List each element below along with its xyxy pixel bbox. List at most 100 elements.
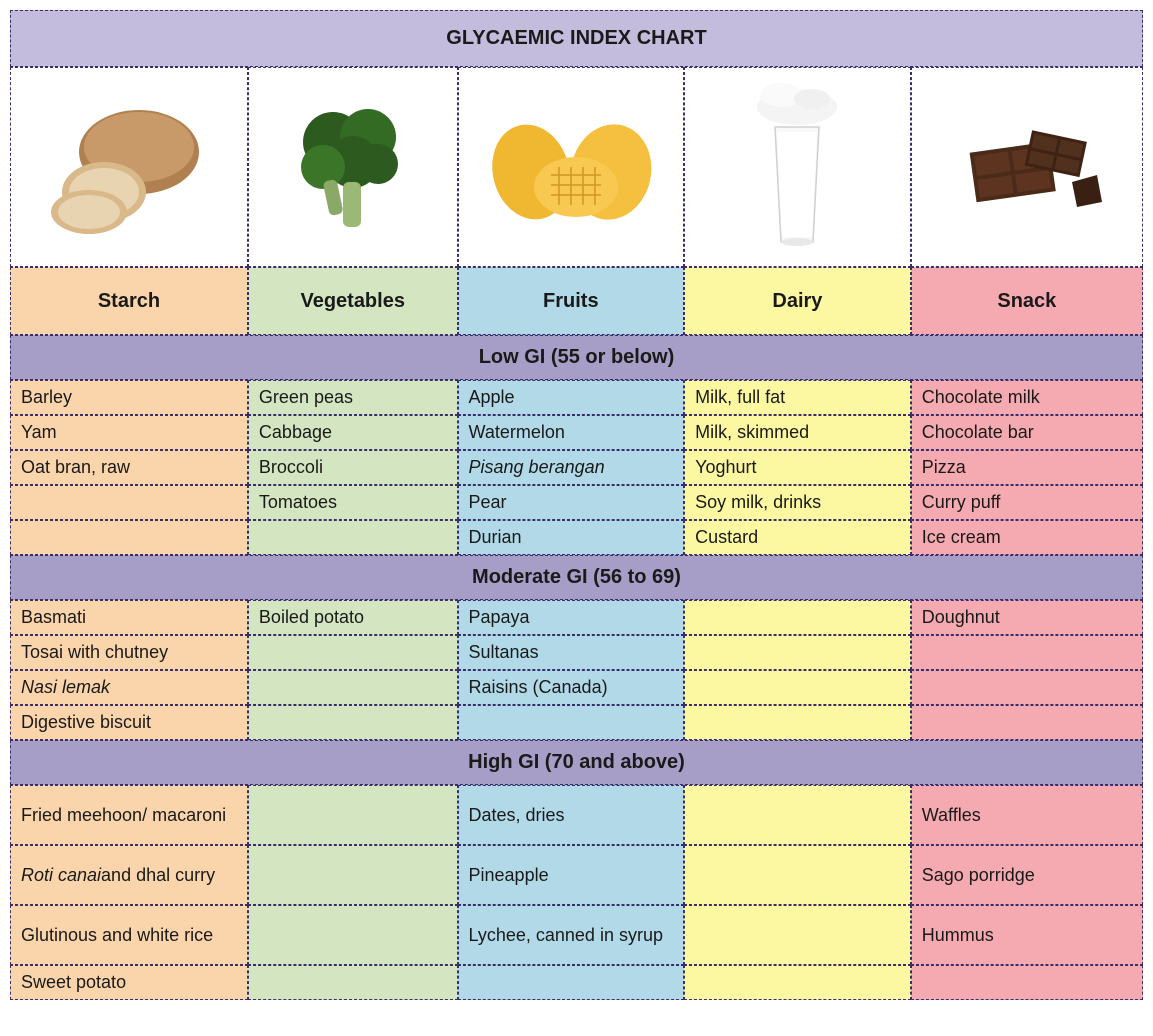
section-header: Moderate GI (56 to 69) [10,555,1143,600]
table-row: Fried meehoon/ macaroni Dates, dries Waffl… [10,785,1143,845]
cell-fruits: Sultanas [458,635,685,670]
cell-fruits: Pineapple [458,845,685,905]
cell-snack: Doughnut [911,600,1143,635]
table-row: Nasi lemak Raisins (Canada) [10,670,1143,705]
dairy-image [684,67,911,267]
cell-vegetables [248,520,458,555]
cell-dairy [684,965,911,1000]
glycaemic-index-chart: GLYCAEMIC INDEX CHART [10,10,1143,1000]
cell-fruits: Raisins (Canada) [458,670,685,705]
cell-starch: Oat bran, raw [10,450,248,485]
table-row: Oat bran, rawBroccoliPisang beranganYogh… [10,450,1143,485]
cell-fruits: Dates, dries [458,785,685,845]
cell-starch: Fried meehoon/ macaroni [10,785,248,845]
cell-fruits: Watermelon [458,415,685,450]
cell-snack: Ice cream [911,520,1143,555]
cell-vegetables [248,965,458,1000]
cell-fruits: Durian [458,520,685,555]
cell-dairy: Milk, skimmed [684,415,911,450]
cell-fruits [458,965,685,1000]
cell-vegetables: Green peas [248,380,458,415]
cell-dairy [684,785,911,845]
cell-starch: Roti canai and dhal curry [10,845,248,905]
cell-vegetables [248,785,458,845]
cell-starch: Glutinous and white rice [10,905,248,965]
vegetables-image [248,67,458,267]
cell-snack [911,670,1143,705]
cell-dairy [684,845,911,905]
cell-starch: Basmati [10,600,248,635]
table-row: TomatoesPearSoy milk, drinksCurry puff [10,485,1143,520]
cell-snack [911,635,1143,670]
cell-snack: Waffles [911,785,1143,845]
chocolate-icon [942,107,1112,227]
cell-dairy [684,670,911,705]
cell-vegetables [248,635,458,670]
cell-dairy [684,635,911,670]
cell-dairy: Soy milk, drinks [684,485,911,520]
cell-starch: Tosai with chutney [10,635,248,670]
snack-image [911,67,1143,267]
cell-dairy: Yoghurt [684,450,911,485]
category-header-dairy: Dairy [684,267,911,335]
table-row: BasmatiBoiled potatoPapaya Doughnut [10,600,1143,635]
cell-starch: Digestive biscuit [10,705,248,740]
category-images-row [10,67,1143,267]
sections-container: Low GI (55 or below)BarleyGreen peasAppl… [10,335,1143,1000]
cell-fruits: Papaya [458,600,685,635]
cell-fruits: Apple [458,380,685,415]
cell-snack: Sago porridge [911,845,1143,905]
cell-vegetables [248,705,458,740]
category-header-starch: Starch [10,267,248,335]
category-header-row: Starch Vegetables Fruits Dairy Snack [10,267,1143,335]
category-header-vegetables: Vegetables [248,267,458,335]
milk-icon [737,77,857,257]
starch-image [10,67,248,267]
cell-vegetables [248,845,458,905]
cell-dairy [684,905,911,965]
cell-fruits [458,705,685,740]
cell-snack [911,705,1143,740]
table-row: DurianCustardIce cream [10,520,1143,555]
table-row: Tosai with chutney Sultanas [10,635,1143,670]
cell-fruits: Pear [458,485,685,520]
broccoli-icon [278,92,428,242]
fruits-image [458,67,685,267]
cell-dairy: Milk, full fat [684,380,911,415]
cell-snack: Pizza [911,450,1143,485]
table-row: Roti canai and dhal curry Pineapple Sago p… [10,845,1143,905]
cell-starch: Yam [10,415,248,450]
cell-snack: Chocolate milk [911,380,1143,415]
bread-icon [44,97,214,237]
cell-snack: Curry puff [911,485,1143,520]
table-row: Glutinous and white rice Lychee, canned i… [10,905,1143,965]
cell-snack [911,965,1143,1000]
table-row: BarleyGreen peasAppleMilk, full fatChoco… [10,380,1143,415]
cell-starch: Nasi lemak [10,670,248,705]
cell-vegetables: Cabbage [248,415,458,450]
table-row: Sweet potato [10,965,1143,1000]
cell-dairy [684,600,911,635]
cell-vegetables [248,670,458,705]
cell-vegetables [248,905,458,965]
cell-vegetables: Boiled potato [248,600,458,635]
chart-title: GLYCAEMIC INDEX CHART [10,10,1143,67]
section-header: High GI (70 and above) [10,740,1143,785]
cell-fruits: Lychee, canned in syrup [458,905,685,965]
cell-starch [10,520,248,555]
cell-snack: Chocolate bar [911,415,1143,450]
cell-fruits: Pisang berangan [458,450,685,485]
table-row: Digestive biscuit [10,705,1143,740]
table-row: YamCabbageWatermelonMilk, skimmedChocola… [10,415,1143,450]
cell-starch: Barley [10,380,248,415]
category-header-fruits: Fruits [458,267,685,335]
cell-vegetables: Tomatoes [248,485,458,520]
cell-starch [10,485,248,520]
section-header: Low GI (55 or below) [10,335,1143,380]
category-header-snack: Snack [911,267,1143,335]
cell-dairy [684,705,911,740]
cell-dairy: Custard [684,520,911,555]
cell-snack: Hummus [911,905,1143,965]
cell-vegetables: Broccoli [248,450,458,485]
cell-starch: Sweet potato [10,965,248,1000]
